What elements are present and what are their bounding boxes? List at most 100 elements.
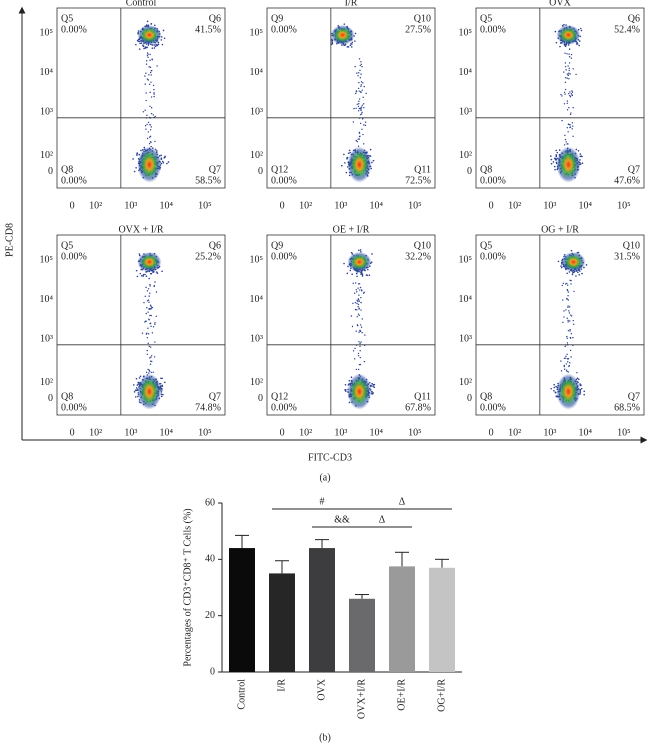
event-dot (572, 135, 574, 138)
event-dot (138, 40, 141, 43)
event-dot (359, 113, 362, 116)
event-dot (145, 333, 148, 335)
panel-title: OVX (549, 0, 571, 8)
event-dot (360, 324, 362, 326)
y-tick-label: 10⁴ (40, 294, 54, 305)
event-dot (154, 322, 156, 324)
event-dot (360, 84, 363, 86)
quadrant-percent: 25.2% (195, 251, 221, 262)
event-dot (563, 365, 565, 368)
event-dot (144, 109, 146, 111)
event-dot (570, 314, 572, 316)
event-dot (352, 282, 354, 285)
density (137, 146, 162, 183)
event-dot (550, 158, 553, 161)
event-dot (570, 93, 573, 95)
event-dot (566, 353, 568, 356)
event-dot (568, 78, 570, 80)
event-dot (149, 283, 151, 286)
event-dot (566, 272, 568, 275)
event-dot (148, 142, 151, 145)
event-dot (569, 124, 571, 126)
event-dot (153, 88, 155, 91)
event-dot (565, 141, 567, 143)
event-dot (583, 393, 585, 396)
event-dot (146, 114, 148, 116)
event-dot (161, 270, 163, 273)
event-dot (585, 264, 588, 266)
bar (269, 573, 295, 672)
quadrant-percent: 72.5% (405, 175, 431, 186)
x-tick-label: 0 (489, 200, 494, 211)
event-dot (140, 42, 143, 45)
event-dot (144, 46, 147, 48)
event-dot (149, 360, 152, 362)
event-dot (154, 281, 156, 283)
y-tick-label: 10² (250, 377, 263, 388)
event-dot (569, 362, 571, 364)
event-dot (141, 332, 144, 334)
event-dot (147, 342, 149, 345)
event-dot (355, 107, 357, 109)
y-tick-label: 10³ (40, 334, 53, 345)
event-dot (145, 371, 148, 374)
event-dot (562, 321, 564, 324)
event-dot (358, 72, 360, 74)
event-dot (569, 113, 572, 116)
event-dot (149, 91, 151, 94)
event-dot (358, 132, 361, 134)
event-dot (562, 282, 565, 285)
event-dot (566, 102, 568, 105)
event-dot (356, 140, 359, 143)
event-dot (361, 118, 364, 120)
event-dot (157, 43, 160, 46)
event-dot (138, 48, 141, 50)
quadrant-name: Q10 (414, 13, 431, 24)
bar (389, 566, 415, 672)
x-tick-label: 10³ (334, 427, 347, 438)
event-dot (561, 284, 563, 287)
event-dot (565, 363, 567, 365)
event-dot (358, 103, 360, 105)
x-tick-label: 10⁵ (408, 200, 422, 211)
event-dot (364, 334, 366, 336)
event-dot (567, 294, 569, 297)
event-dot (363, 143, 365, 145)
y-axis-label: PE-CD8 (4, 223, 15, 257)
event-dot (576, 377, 579, 380)
event-dot (145, 286, 147, 289)
event-dot (360, 273, 362, 275)
x-tick-label: OVX (316, 678, 327, 700)
quadrant-name: Q9 (271, 13, 283, 24)
panel-title: Control (126, 0, 157, 8)
event-dot (359, 122, 362, 125)
event-dot (133, 384, 135, 386)
y-tick-label: 10⁴ (250, 294, 264, 305)
event-dot (358, 90, 360, 92)
event-dot (569, 330, 571, 332)
event-dot (354, 40, 356, 42)
event-dot (353, 107, 355, 110)
event-dot (566, 73, 568, 75)
event-dot (569, 73, 571, 75)
event-dot (566, 143, 568, 145)
event-dot (150, 305, 152, 308)
event-dot (354, 308, 357, 311)
quadrant-percent: 0.00% (271, 24, 297, 35)
event-dot (360, 289, 363, 291)
event-dot (555, 41, 558, 44)
x-tick-label: 0 (70, 200, 75, 211)
quadrant-name: Q5 (480, 13, 492, 24)
event-dot (568, 69, 570, 72)
event-dot (356, 309, 358, 311)
event-dot (371, 253, 373, 255)
quadrant-percent: 41.5% (195, 24, 221, 35)
event-dot (553, 165, 556, 168)
event-dot (365, 92, 367, 95)
event-dot (558, 149, 561, 151)
event-dot (565, 309, 567, 311)
event-dot (152, 84, 155, 87)
